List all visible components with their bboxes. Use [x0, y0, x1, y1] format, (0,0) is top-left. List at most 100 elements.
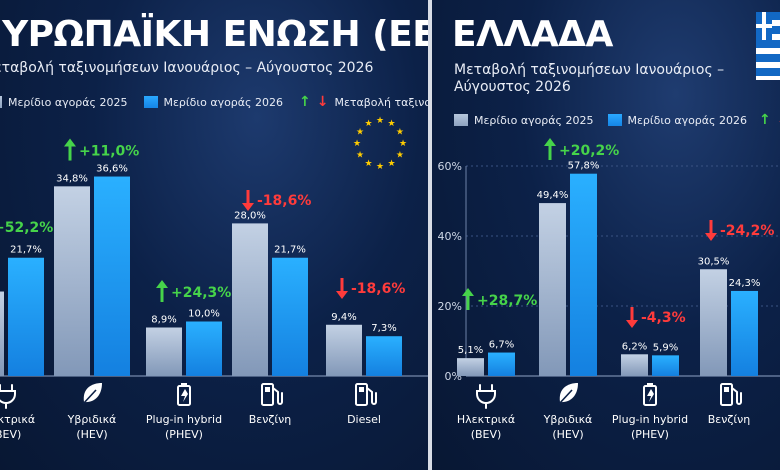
data-label-2026: 21,7% — [274, 245, 306, 256]
down-arrow-icon — [242, 190, 254, 211]
data-label-2025: 49,4% — [537, 190, 569, 201]
eu-star-icon: ★ — [364, 119, 372, 129]
data-label-2026: 7,3% — [371, 323, 396, 334]
up-arrow-icon — [462, 288, 474, 310]
bar-2026 — [186, 321, 222, 376]
up-arrow-icon — [156, 280, 168, 302]
eu-chart: 21,7% +52,2% Ηλεκτρικά (BEV) 34,8% 36,6% +11,0… — [0, 116, 428, 441]
eu-star-icon: ★ — [387, 119, 395, 129]
bar-2026 — [488, 352, 515, 376]
plug-icon — [476, 384, 496, 409]
data-label-2025: 9,4% — [331, 312, 356, 323]
category-label: Ηλεκτρικά — [457, 413, 515, 426]
bar-2026 — [731, 290, 758, 376]
legend-label-2026: Μερίδιο αγοράς 2026 — [163, 95, 284, 109]
change-label: +52,2% — [0, 220, 53, 236]
legend-label-change: Μεταβολή ταξινομήσεων — [334, 95, 428, 109]
category-label: Βενζίνη — [708, 413, 750, 426]
legend-down-arrow-icon: ↓ — [316, 94, 329, 110]
down-arrow-icon — [626, 307, 638, 328]
greece-subtitle-line1: Μεταβολή ταξινομήσεων Ιανουάριος – — [454, 62, 725, 78]
bar-2026 — [652, 355, 679, 376]
plug-icon — [0, 384, 16, 409]
data-label-2026: 10,0% — [188, 309, 220, 320]
category-label: Υβριδικά — [543, 413, 593, 426]
eu-star-icon: ★ — [387, 159, 395, 169]
eu-star-icon: ★ — [356, 128, 364, 138]
data-label-2026: 36,6% — [96, 164, 128, 175]
bar-2026 — [8, 257, 44, 376]
bar-2026 — [570, 173, 597, 376]
y-tick-label: 60% — [438, 160, 462, 173]
category-sublabel: (PHEV) — [165, 428, 203, 441]
eu-star-icon: ★ — [396, 151, 404, 161]
bar-2026 — [366, 336, 402, 376]
leaf-icon — [82, 383, 102, 405]
category-label: Ηλεκτρικά — [0, 413, 35, 426]
change-label: -4,3% — [641, 310, 686, 326]
bar-2025 — [621, 354, 648, 376]
bar-2025 — [700, 269, 727, 376]
greece-subtitle: Μεταβολή ταξινομήσεων Ιανουάριος – Αύγου… — [454, 62, 724, 96]
legend-label-2025: Μερίδιο αγοράς 2025 — [474, 113, 594, 127]
y-tick-label: 40% — [438, 230, 462, 243]
category-label: Βενζίνη — [249, 413, 291, 426]
legend-swatch-2026 — [143, 96, 158, 108]
legend-down-arrow-icon: ↓ — [777, 112, 780, 128]
change-label: -24,2% — [720, 223, 774, 239]
fuel-pump-icon — [355, 383, 377, 406]
change-label: +28,7% — [477, 293, 537, 309]
change-label: -18,6% — [351, 281, 405, 297]
data-label-2026: 6,7% — [489, 340, 514, 351]
battery-icon — [643, 383, 657, 406]
y-tick-label: 20% — [438, 300, 462, 313]
bar-2025 — [457, 358, 484, 376]
panel-divider — [428, 0, 432, 470]
data-label-2025: 6,2% — [622, 341, 647, 352]
up-arrow-icon — [64, 138, 76, 161]
down-arrow-icon — [336, 278, 348, 299]
leaf-icon — [558, 383, 578, 405]
fuel-pump-icon — [720, 383, 742, 406]
eu-legend: Μερίδιο αγοράς 2025 Μερίδιο αγοράς 2026 … — [0, 94, 428, 110]
change-label: +24,3% — [171, 285, 231, 301]
category-sublabel: (BEV) — [471, 428, 502, 441]
greece-subtitle-line2: Αύγουστος 2026 — [454, 79, 571, 95]
greece-chart: 0%20%40%60%5,1%6,7%+28,7%Ηλεκτρικά(BEV)4… — [438, 138, 780, 441]
eu-panel: ΕΥΡΩΠΑΪΚΗ ΕΝΩΣΗ (ΕΕ) Μεταβολή ταξινομήσε… — [0, 0, 428, 470]
legend-up-arrow-icon: ↑ — [299, 94, 311, 110]
fuel-pump-icon — [261, 383, 283, 406]
data-label-2026: 57,8% — [568, 161, 600, 172]
data-label-2025: 28,0% — [234, 210, 266, 221]
legend-swatch-2025 — [0, 96, 2, 108]
category-label: Plug-in hybrid — [612, 413, 688, 426]
data-label-2025: 30,5% — [698, 256, 730, 267]
eu-star-icon: ★ — [376, 162, 384, 172]
change-label: +11,0% — [79, 144, 139, 160]
data-label-2025: 34,8% — [56, 173, 88, 184]
data-label-2025: 5,1% — [458, 345, 483, 356]
category-sublabel: (BEV) — [0, 428, 21, 441]
bar-2025 — [539, 203, 566, 376]
category-sublabel: (HEV) — [76, 428, 107, 441]
bar-2026 — [94, 176, 130, 376]
eu-subtitle: Μεταβολή ταξινομήσεων Ιανουάριος – Αύγου… — [0, 60, 374, 76]
up-arrow-icon — [544, 138, 556, 160]
bar-2025 — [146, 327, 182, 376]
eu-star-icon: ★ — [376, 116, 384, 126]
bar-2025 — [54, 186, 90, 376]
greece-legend: Μερίδιο αγοράς 2025 Μερίδιο αγοράς 2026 … — [454, 112, 780, 128]
legend-swatch-2026 — [607, 114, 622, 126]
eu-star-icon: ★ — [399, 139, 407, 149]
category-sublabel: (PHEV) — [631, 428, 669, 441]
eu-star-icon: ★ — [364, 159, 372, 169]
legend-up-arrow-icon: ↑ — [759, 112, 771, 128]
eu-star-icon: ★ — [356, 151, 364, 161]
category-label: Υβριδικά — [67, 413, 117, 426]
eu-title: ΕΥΡΩΠΑΪΚΗ ΕΝΩΣΗ (ΕΕ) — [0, 14, 428, 55]
legend-swatch-2025 — [454, 114, 468, 126]
category-sublabel: (HEV) — [552, 428, 583, 441]
eu-star-icon: ★ — [353, 139, 361, 149]
category-label: Plug-in hybrid — [146, 413, 222, 426]
legend-label-2025: Μερίδιο αγοράς 2025 — [8, 95, 128, 109]
